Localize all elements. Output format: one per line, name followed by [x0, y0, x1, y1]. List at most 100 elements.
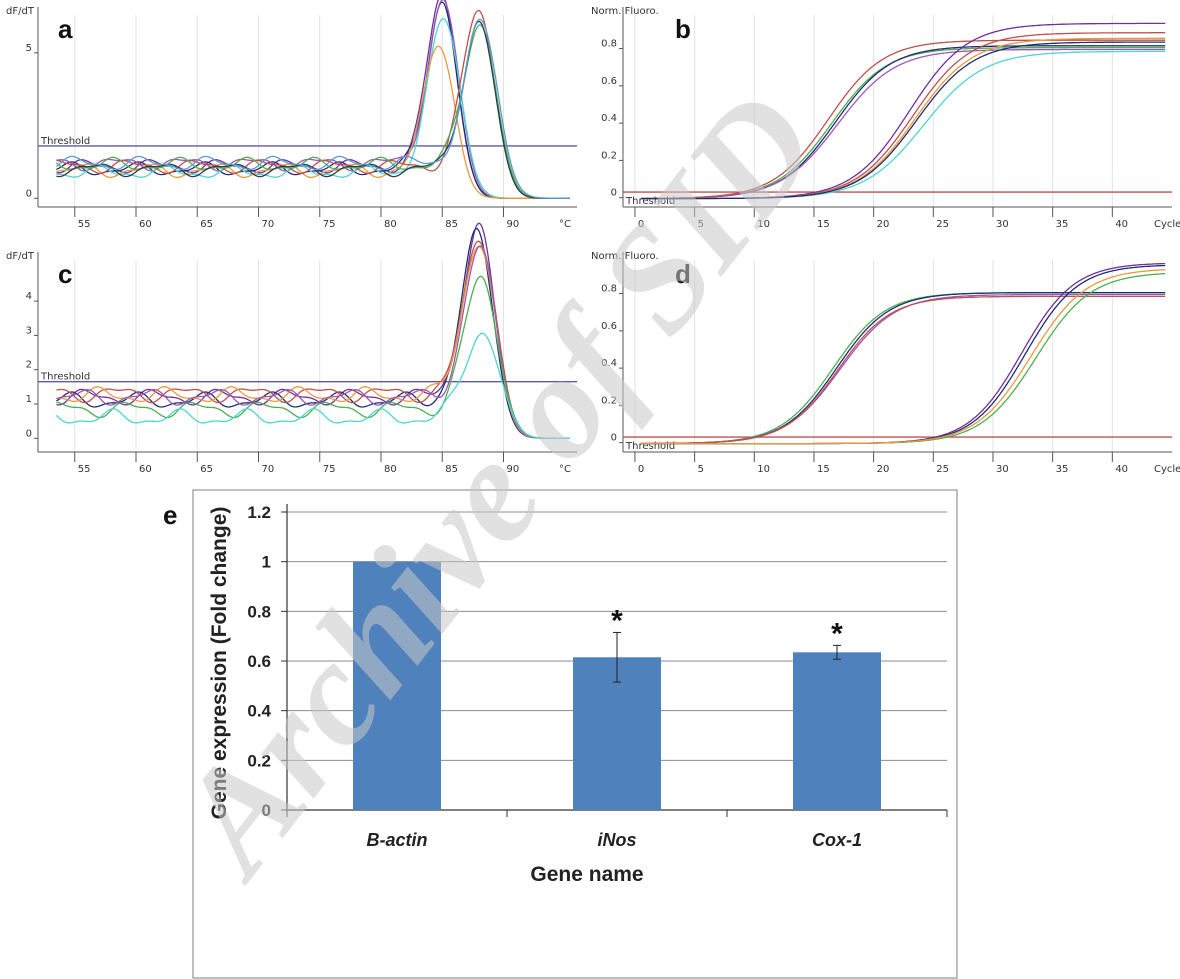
series-line	[640, 37, 1166, 200]
significance-marker: *	[611, 604, 623, 637]
x-tick-label: 85	[445, 219, 458, 230]
significance-marker: *	[831, 617, 843, 650]
series-line	[640, 46, 1166, 200]
x-tick-label: 15	[817, 464, 830, 475]
panel-letter: c	[58, 259, 72, 289]
x-tick-label: 20	[877, 219, 890, 230]
y-tick-label: 0	[26, 188, 32, 199]
x-tick-label: 60	[139, 464, 152, 475]
panel-letter: b	[675, 14, 691, 44]
y-tick-label: 5	[26, 43, 32, 54]
panel-e-bar-chart: e 0 0.2 0.4 0.6 0.8 1 1.2 B-actin * iNos * Cox-1 Gene…	[163, 489, 958, 979]
series-line	[55, 332, 570, 439]
x-tick-label: 5	[698, 219, 704, 230]
x-tick-label: 90	[507, 464, 520, 475]
x-unit-label: °C	[559, 219, 571, 230]
x-axis-title: Gene name	[530, 863, 643, 886]
series-line	[640, 291, 1166, 445]
x-tick-label: 15	[817, 219, 830, 230]
series-line	[56, 1, 570, 199]
x-tick-label: 40	[1115, 464, 1128, 475]
panel-letter: d	[675, 259, 691, 289]
y-tick-label: 3	[26, 325, 32, 336]
y-tick-label: 1.2	[247, 503, 271, 522]
x-tick-label: 60	[139, 219, 152, 230]
bar-b-actin	[353, 561, 441, 810]
y-tick-label: 0.6	[601, 321, 617, 332]
y-tick-label: 2	[26, 360, 32, 371]
x-tick-label: Cox-1	[812, 830, 862, 850]
threshold-label: Threshold	[625, 196, 675, 207]
x-tick-label: 10	[757, 219, 770, 230]
x-tick-label: 0	[638, 219, 644, 230]
x-tick-label: 35	[1056, 464, 1069, 475]
series-line	[56, 245, 570, 439]
y-axis-label: Norm. Fluoro.	[591, 6, 659, 17]
series-line	[55, 18, 570, 199]
y-axis-label: dF/dT	[6, 6, 35, 17]
x-tick-label: 55	[78, 464, 91, 475]
y-tick-label: 0.2	[601, 395, 617, 406]
y-tick-label: 0.8	[601, 284, 617, 295]
series-line	[640, 272, 1166, 445]
y-tick-label: 0.2	[247, 751, 271, 770]
series-line	[640, 262, 1166, 445]
panel-c-melt-curve: 55 60 65 70 75 80 85 90 °C 0 1 2 3 4 dF/dT c Threshold	[6, 222, 577, 475]
x-tick-label: 5	[698, 464, 704, 475]
y-axis-title: Gene expression (Fold change)	[208, 507, 231, 820]
x-tick-label: 80	[384, 219, 397, 230]
series-line	[56, 17, 570, 199]
y-tick-label: 0	[611, 188, 617, 199]
series-line	[640, 41, 1166, 200]
y-tick-label: 0	[262, 801, 271, 820]
bar-inos	[573, 657, 661, 810]
threshold-label: Threshold	[40, 136, 90, 147]
x-unit-label: °C	[559, 464, 571, 475]
x-tick-label: 40	[1115, 219, 1128, 230]
x-tick-label: 25	[936, 219, 949, 230]
x-tick-label: 20	[877, 464, 890, 475]
y-tick-label: 1	[262, 553, 271, 572]
x-tick-label: 25	[936, 464, 949, 475]
series-line	[640, 39, 1166, 200]
series-line	[640, 291, 1166, 445]
y-tick-label: 0.6	[247, 652, 271, 671]
y-axis-label: dF/dT	[6, 251, 35, 262]
x-tick-label: 80	[384, 464, 397, 475]
bar-cox-1	[793, 652, 881, 810]
series-line	[640, 50, 1166, 200]
panel-letter: a	[58, 14, 73, 44]
x-tick-label: 30	[996, 464, 1009, 475]
series-line	[640, 45, 1166, 200]
y-tick-label: 1	[26, 394, 32, 405]
x-tick-label: iNos	[597, 830, 636, 850]
x-tick-label: 65	[200, 219, 213, 230]
series-line	[56, 9, 570, 199]
x-tick-label: 75	[323, 464, 336, 475]
panel-d-amplification-curve: 0 5 10 15 20 25 30 35 40 Cycle 0 0.2 0.4 0.6 0.8 Norm. …	[591, 251, 1180, 475]
x-tick-label: B-actin	[366, 830, 427, 850]
x-unit-label: Cycle	[1154, 219, 1180, 230]
y-axis-label: Norm. Fluoro.	[591, 251, 659, 262]
panel-b-amplification-curve: 0 5 10 15 20 25 30 35 40 Cycle 0 0.2 0.4 0.6 0.8 Norm. …	[591, 6, 1180, 230]
series-line	[56, 227, 570, 439]
x-tick-label: 10	[757, 464, 770, 475]
x-tick-label: 70	[262, 219, 275, 230]
chart-frame	[192, 489, 958, 979]
panel-a-melt-curve: 55 60 65 70 75 80 85 90 °C 0 5 dF/dT a Threshold	[6, 0, 577, 230]
series-line	[640, 269, 1166, 445]
y-tick-label: 0.6	[601, 76, 617, 87]
x-tick-label: 65	[200, 464, 213, 475]
y-tick-label: 0.2	[601, 150, 617, 161]
y-tick-label: 0.4	[247, 702, 271, 721]
x-tick-label: 35	[1056, 219, 1069, 230]
y-tick-label: 4	[26, 291, 32, 302]
y-tick-label: 0.8	[601, 39, 617, 50]
threshold-label: Threshold	[40, 372, 90, 383]
panel-letter: e	[163, 500, 177, 530]
y-tick-label: 0.8	[247, 602, 271, 621]
x-tick-label: 85	[445, 464, 458, 475]
y-tick-label: 0.4	[601, 113, 617, 124]
threshold-label: Threshold	[625, 441, 675, 452]
series-line	[640, 293, 1166, 445]
